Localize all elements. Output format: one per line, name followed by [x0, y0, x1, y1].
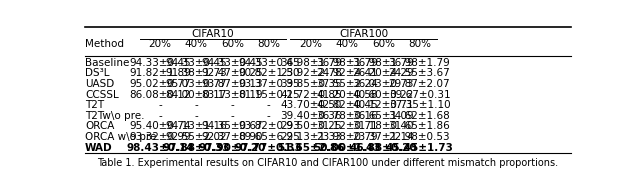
Text: 24.92±4.41: 24.92±4.41 [316, 68, 378, 78]
Text: 60%: 60% [372, 39, 395, 49]
Text: 23.98±0.79: 23.98±0.79 [316, 132, 378, 142]
Text: 92.55±2.02: 92.55±2.02 [166, 132, 227, 142]
Text: 31.12±0.71: 31.12±0.71 [316, 121, 378, 132]
Text: 94.33±0.45: 94.33±0.45 [202, 58, 263, 68]
Text: 81.15±0.25: 81.15±0.25 [238, 90, 300, 100]
Text: WAD: WAD [85, 143, 113, 153]
Text: 43.70±0.50: 43.70±0.50 [280, 100, 342, 110]
Text: 93.87±0.13: 93.87±0.13 [202, 79, 263, 89]
Text: 94.33±0.45: 94.33±0.45 [238, 58, 300, 68]
Text: Table 1. Experimental results on CIFAR10 and CIFAR100 under different mismatch p: Table 1. Experimental results on CIFAR10… [97, 158, 559, 169]
Text: -: - [230, 111, 234, 121]
Text: 51.65±2.86: 51.65±2.86 [277, 143, 344, 153]
Text: 29.87±2.07: 29.87±2.07 [388, 79, 451, 89]
Text: 40%: 40% [185, 39, 208, 49]
Text: -: - [230, 100, 234, 110]
Text: 95.03±0.77: 95.03±0.77 [166, 79, 227, 89]
Text: 23.92±2.78: 23.92±2.78 [280, 68, 342, 78]
Text: 93.32±0.99: 93.32±0.99 [129, 132, 191, 142]
Text: 92.37±0.90: 92.37±0.90 [202, 132, 263, 142]
Text: 39.67±0.31: 39.67±0.31 [388, 90, 451, 100]
Text: Method: Method [85, 39, 124, 49]
Text: 23.37±1.14: 23.37±1.14 [353, 132, 414, 142]
Text: 24.55±3.67: 24.55±3.67 [388, 68, 451, 78]
Text: 36.03±0.73: 36.03±0.73 [353, 79, 414, 89]
Text: DS³L: DS³L [85, 68, 109, 78]
Text: -: - [195, 100, 198, 110]
Text: 40.12±0.71: 40.12±0.71 [353, 100, 414, 110]
Text: 41.72±0.85: 41.72±0.85 [280, 90, 342, 100]
Text: -: - [158, 111, 162, 121]
Text: CCSSL: CCSSL [85, 90, 118, 100]
Text: -: - [195, 111, 198, 121]
Text: 94.33±0.45: 94.33±0.45 [166, 58, 227, 68]
Text: 40.60±0.22: 40.60±0.22 [353, 90, 414, 100]
Text: 95.40±0.74: 95.40±0.74 [129, 121, 191, 132]
Text: 93.82±0.93: 93.82±0.93 [238, 121, 300, 132]
Text: -: - [267, 111, 271, 121]
Text: 40%: 40% [335, 39, 358, 49]
Text: CIFAR100: CIFAR100 [339, 29, 388, 39]
Text: 26.20±4.29: 26.20±4.29 [353, 68, 414, 78]
Text: 29.50±0.25: 29.50±0.25 [280, 121, 342, 132]
Text: 89.65±6.95: 89.65±6.95 [238, 132, 300, 142]
Text: 41.20±0.58: 41.20±0.58 [316, 90, 378, 100]
Text: 80%: 80% [257, 39, 280, 49]
Text: 34.62±1.68: 34.62±1.68 [388, 111, 451, 121]
Text: Baseline: Baseline [85, 58, 129, 68]
Text: 84.00±0.17: 84.00±0.17 [166, 90, 227, 100]
Text: 39.85±0.35: 39.85±0.35 [280, 79, 342, 89]
Text: 97.77±0.33: 97.77±0.33 [235, 143, 303, 153]
Text: 42.82±0.45: 42.82±0.45 [316, 100, 378, 110]
Text: UASD: UASD [85, 79, 114, 89]
Text: 37.35±1.10: 37.35±1.10 [388, 100, 451, 110]
Text: 91.82±1.89: 91.82±1.89 [129, 68, 191, 78]
Text: 92.47±0.25: 92.47±0.25 [202, 68, 263, 78]
Text: T2Tw\o pre.: T2Tw\o pre. [85, 111, 145, 121]
Text: 20%: 20% [300, 39, 323, 49]
Text: 36.65±1.09: 36.65±1.09 [353, 111, 414, 121]
Text: -: - [158, 100, 162, 110]
Text: 50.00±1.43: 50.00±1.43 [314, 143, 381, 153]
Text: 97.88±0.33: 97.88±0.33 [163, 143, 230, 153]
Text: 36.98±1.79: 36.98±1.79 [316, 58, 378, 68]
Text: 97.90±0.20: 97.90±0.20 [199, 143, 266, 153]
Text: 36.78±0.16: 36.78±0.16 [316, 111, 378, 121]
Text: 98.43±0.14: 98.43±0.14 [126, 143, 194, 153]
Text: CIFAR10: CIFAR10 [191, 29, 234, 39]
Text: 45.45±1.73: 45.45±1.73 [385, 143, 454, 153]
Text: 31.65±1.86: 31.65±1.86 [388, 121, 451, 132]
Text: ORCA w\o pre.: ORCA w\o pre. [85, 132, 160, 142]
Text: 95.02±0.77: 95.02±0.77 [129, 79, 191, 89]
Text: 83.13±0.19: 83.13±0.19 [202, 90, 263, 100]
Text: 94.13±1.16: 94.13±1.16 [165, 121, 227, 132]
Text: 39.40±0.36: 39.40±0.36 [280, 111, 342, 121]
Text: T2T: T2T [85, 100, 104, 110]
Text: 46.88±0.20: 46.88±0.20 [349, 143, 417, 153]
Text: 90.82±1.50: 90.82±1.50 [238, 68, 300, 78]
Text: 22.98±0.53: 22.98±0.53 [388, 132, 451, 142]
Text: 60%: 60% [221, 39, 244, 49]
Text: 94.35±0.67: 94.35±0.67 [202, 121, 263, 132]
Text: 20%: 20% [148, 39, 172, 49]
Text: -: - [267, 100, 271, 110]
Text: 91.38±1.73: 91.38±1.73 [165, 68, 227, 78]
Text: 94.33±0.45: 94.33±0.45 [129, 58, 191, 68]
Text: 36.98±1.79: 36.98±1.79 [353, 58, 414, 68]
Text: 86.08±0.12: 86.08±0.12 [129, 90, 191, 100]
Text: 31.18±0.40: 31.18±0.40 [353, 121, 414, 132]
Text: 36.98±1.79: 36.98±1.79 [280, 58, 342, 68]
Text: 37.55±2.24: 37.55±2.24 [316, 79, 378, 89]
Text: ORCA: ORCA [85, 121, 115, 132]
Text: 22.13±1.33: 22.13±1.33 [280, 132, 342, 142]
Text: 36.98±1.79: 36.98±1.79 [388, 58, 451, 68]
Text: 80%: 80% [408, 39, 431, 49]
Text: 93.37±0.35: 93.37±0.35 [238, 79, 300, 89]
